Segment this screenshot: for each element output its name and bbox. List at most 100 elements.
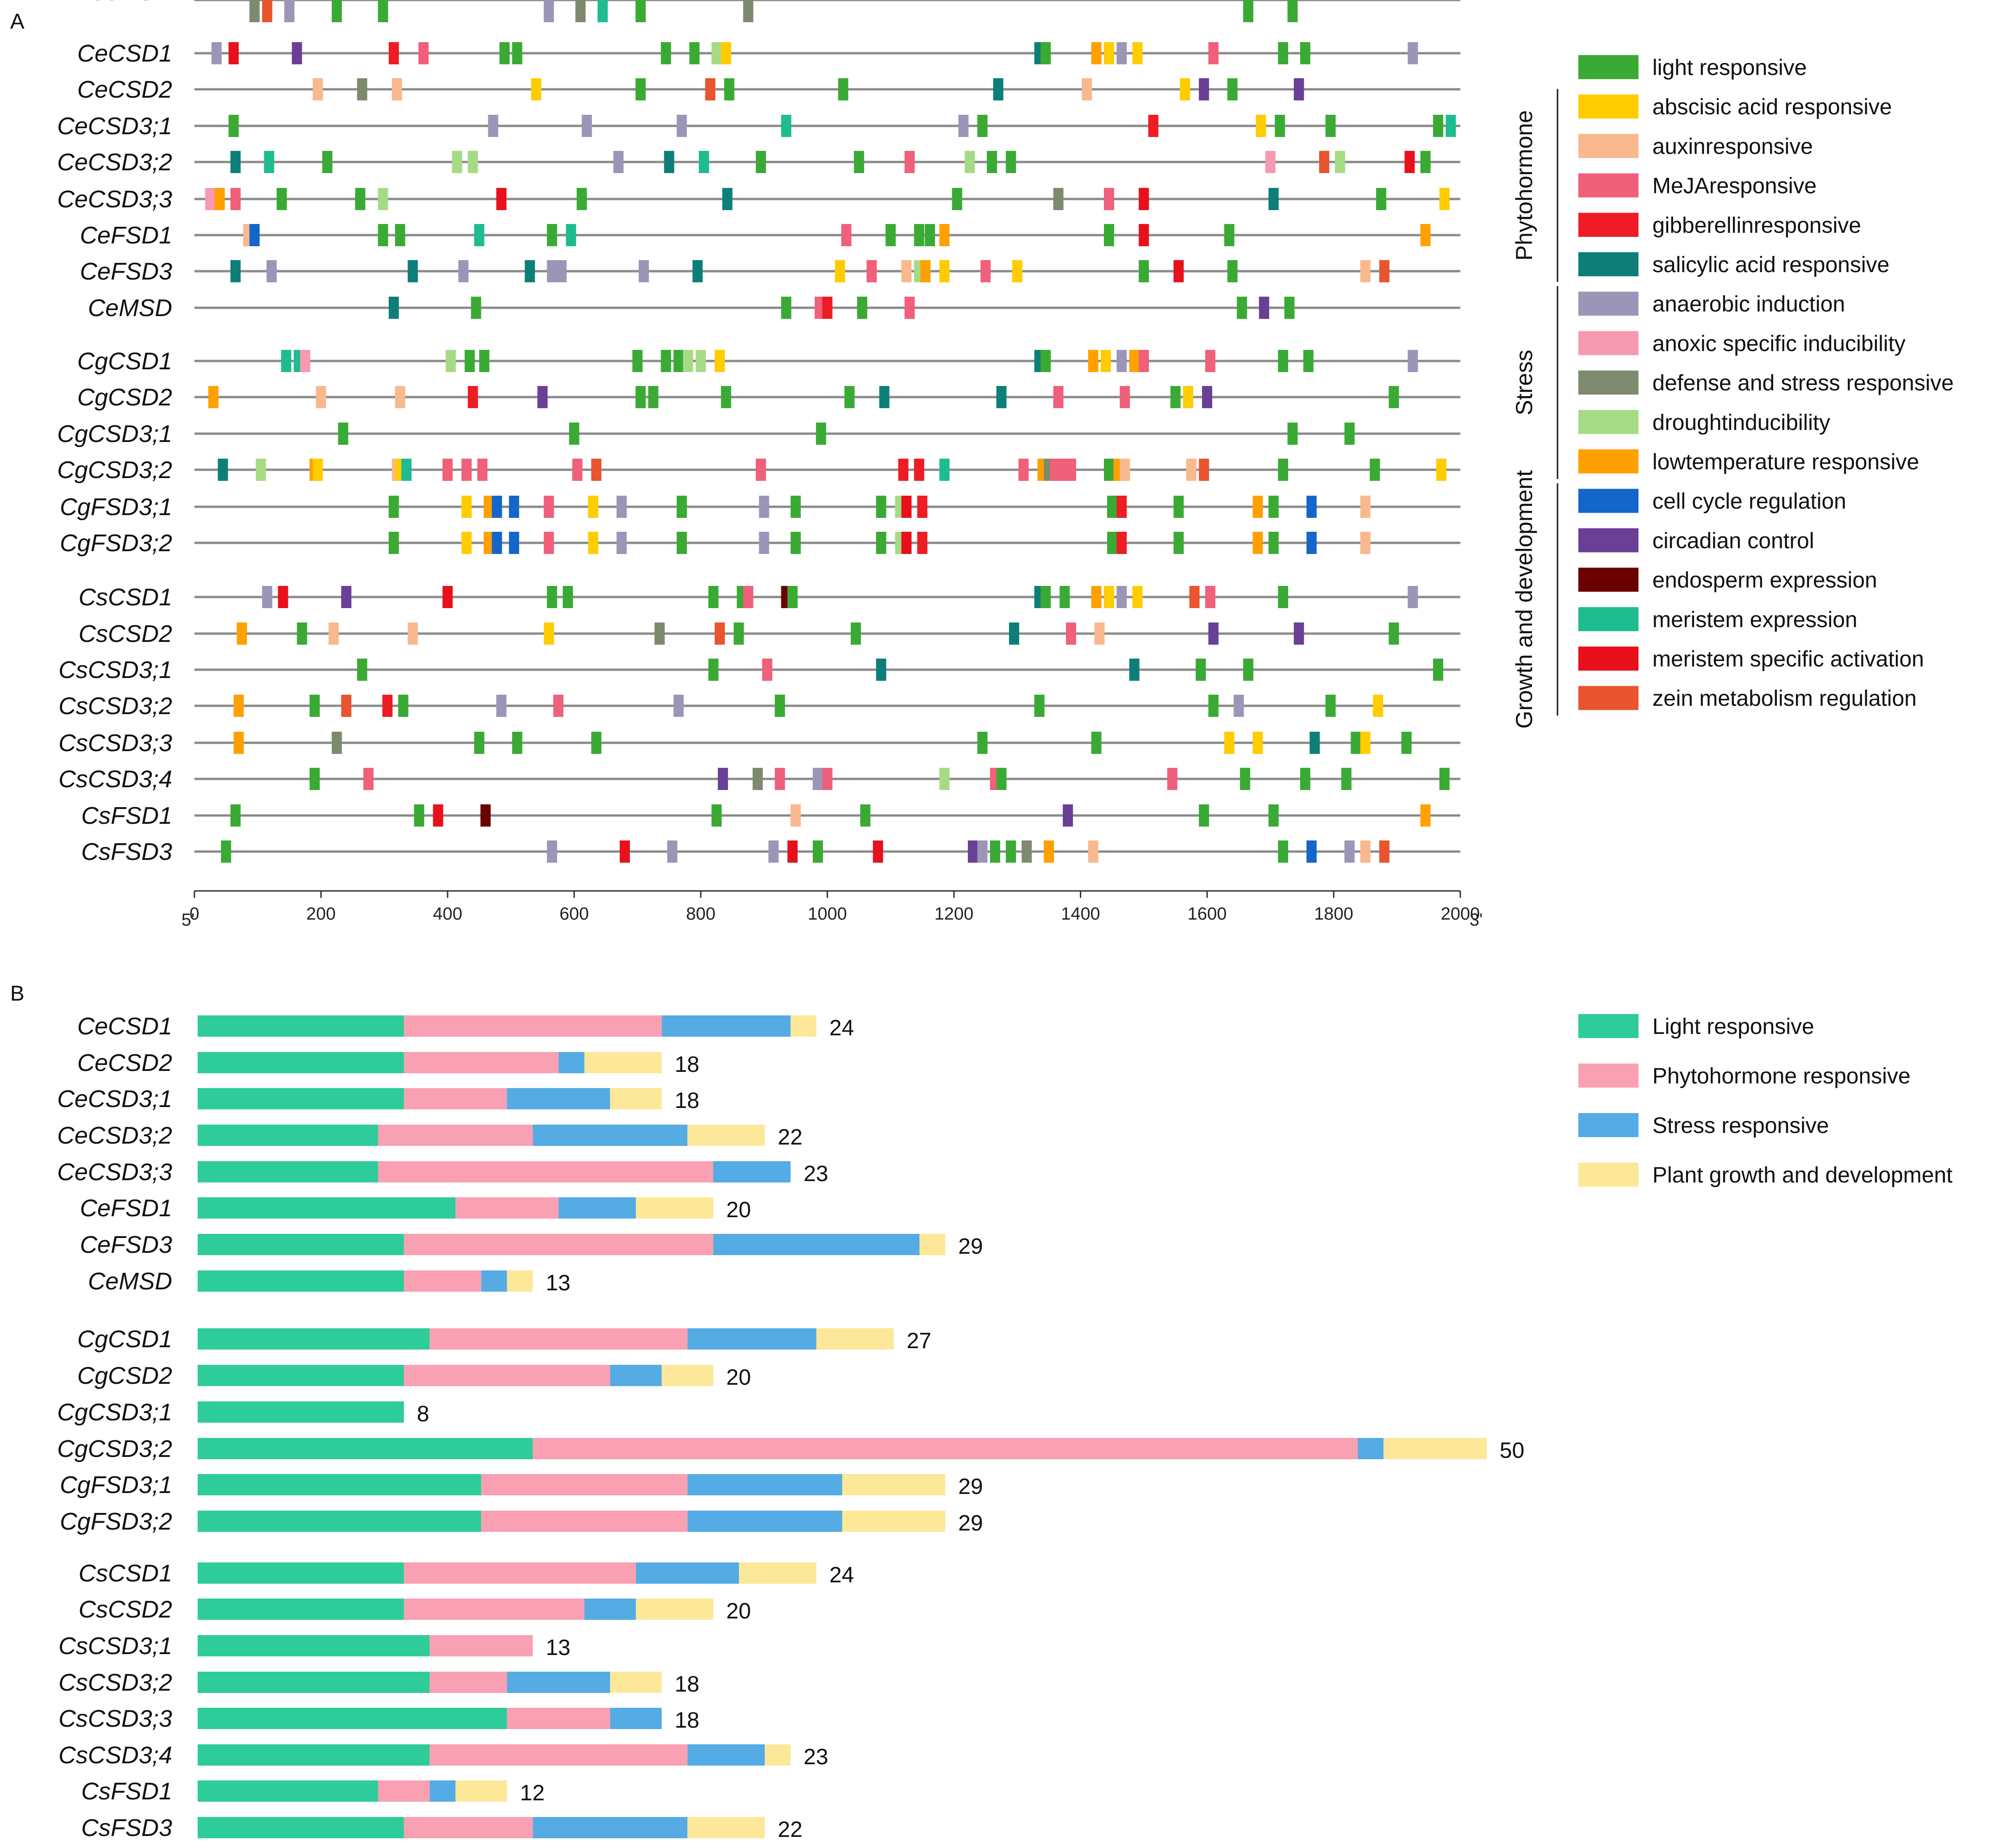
element-cgcsd3-2-26 bbox=[1199, 459, 1209, 481]
element-cgcsd3-1-3 bbox=[1287, 423, 1298, 445]
element-cgcsd1-6 bbox=[632, 350, 643, 372]
element-cgcsd2-11 bbox=[1053, 386, 1064, 408]
element-cscsd1-5 bbox=[562, 586, 573, 608]
element-csfsd3-16 bbox=[1306, 840, 1317, 863]
x-tick-label-200: 200 bbox=[306, 904, 336, 924]
element-cgcsd3-2-16 bbox=[1018, 459, 1029, 481]
element-cgcsd2-12 bbox=[1120, 386, 1130, 408]
legend-swatch-mejaresponsive bbox=[1578, 173, 1638, 198]
bar-cecsd3-2-phytohormone-responsive bbox=[378, 1125, 533, 1146]
element-cecsd3-2-11 bbox=[965, 151, 975, 173]
element-cefsd3-19 bbox=[1227, 260, 1238, 282]
element-cscsd1-15 bbox=[1104, 586, 1115, 608]
bar-cemsd-phytohormone-responsive bbox=[404, 1270, 481, 1292]
element-cecsd2-13 bbox=[1294, 78, 1304, 100]
element-cecsd3-3-6 bbox=[496, 188, 507, 210]
bar-cscsd3-3-phytohormone-responsive bbox=[507, 1708, 611, 1729]
bar-cscsd2-stress-responsive bbox=[584, 1599, 636, 1620]
gene-structure-lines: CeCSD1 CeCSD2 CeCSD3;1 CeCSD3;2 CeCSD3;3 CeFS… bbox=[57, 0, 1460, 865]
element-cscsd3-2-4 bbox=[398, 695, 409, 717]
element-cefsd1-5 bbox=[547, 224, 557, 246]
legend-swatch-droughtinducibility bbox=[1578, 410, 1638, 434]
element-cecsd3-3-1 bbox=[214, 188, 225, 210]
legend-swatch-defense-and-stress-responsive bbox=[1578, 370, 1638, 395]
bar-gene-label-cecsd3-1: CeCSD3;1 bbox=[57, 1086, 172, 1113]
gene-label-cecsd1: CeCSD1 bbox=[77, 40, 172, 67]
element-cecsd2-10 bbox=[1180, 78, 1190, 100]
element-cscsd2-14 bbox=[1389, 622, 1399, 645]
gene-label-cecsd3-3: CeCSD3;3 bbox=[57, 186, 172, 213]
element-cgfsd3-2-8 bbox=[676, 532, 687, 554]
element-cefsd3-16 bbox=[1012, 260, 1022, 282]
element-cscsd3-2-13 bbox=[1373, 695, 1383, 717]
element-cscsd3-2-10 bbox=[1208, 695, 1219, 717]
element-cefsd1-11 bbox=[939, 224, 950, 246]
bar-cscsd3-3-light-responsive bbox=[198, 1708, 507, 1729]
element-cgcsd2-6 bbox=[648, 386, 659, 408]
element-cgcsd1-21 bbox=[1303, 350, 1314, 372]
element-cefsd1-9 bbox=[914, 224, 924, 246]
element-cemsd-0 bbox=[388, 297, 399, 319]
element-cecsd3-3-5 bbox=[378, 188, 388, 210]
series-swatch-phytohormone-responsive bbox=[1578, 1064, 1638, 1088]
element-cgfsd3-2-17 bbox=[1173, 532, 1184, 554]
legend-label-light-responsive: light responsive bbox=[1652, 56, 1807, 80]
element-cgcsd2-1 bbox=[316, 386, 326, 408]
element-csfsd1-10 bbox=[1420, 804, 1431, 827]
bar-cecsd3-2-light-responsive bbox=[198, 1125, 378, 1146]
element-cgcsd3-2-12 bbox=[755, 459, 766, 481]
x-tick-label-0: 0 bbox=[189, 904, 199, 924]
element-csfsd3-12 bbox=[1022, 840, 1032, 863]
element-cgcsd1-9 bbox=[683, 350, 693, 372]
element-cgfsd3-1-20 bbox=[1306, 496, 1317, 518]
element-csfsd3-2 bbox=[619, 840, 630, 863]
bar-total-cgcsd3-1: 8 bbox=[417, 1402, 430, 1426]
element-cscsd3-1-1 bbox=[708, 659, 719, 681]
gene-label-cscsd1: CsCSD1 bbox=[79, 584, 172, 611]
bar-cscsd3-4-plant-growth-and-development bbox=[765, 1744, 791, 1766]
legend-group-stress: Stress bbox=[1511, 350, 1537, 416]
bar-gene-label-cscsd3-1: CsCSD3;1 bbox=[58, 1633, 172, 1660]
element-csfsd1-5 bbox=[791, 804, 801, 827]
element-cgcsd3-2-1 bbox=[255, 459, 266, 481]
element-cgcsd3-2-25 bbox=[1186, 459, 1196, 481]
element-cecsd1-3 bbox=[388, 42, 399, 64]
element-cecsd3-2-18 bbox=[1420, 151, 1431, 173]
element-cscsd3-3-1 bbox=[331, 732, 342, 754]
element-cgcsd1-4 bbox=[464, 350, 475, 372]
element-csfsd3-14 bbox=[1088, 840, 1098, 863]
bar-cscsd3-4-light-responsive bbox=[198, 1744, 430, 1766]
element-cgcsd3-2-14 bbox=[914, 459, 924, 481]
element-cscsd3-3-6 bbox=[1091, 732, 1102, 754]
element-cgfsd3-2-15 bbox=[1107, 532, 1117, 554]
bar-cgcsd3-2-plant-growth-and-development bbox=[1383, 1438, 1487, 1459]
element-cgcsd2-4 bbox=[537, 386, 548, 408]
bar-gene-label-cscsd1: CsCSD1 bbox=[79, 1560, 172, 1587]
bar-cecsd3-1-plant-growth-and-development bbox=[610, 1088, 662, 1109]
element-csfsd3-19 bbox=[1379, 840, 1389, 863]
element-cgfsd3-1-4 bbox=[509, 496, 519, 518]
bar-cecsd2-stress-responsive bbox=[558, 1052, 585, 1073]
bar-cefsd3-phytohormone-responsive bbox=[404, 1234, 713, 1255]
element-cecsd3-2-16 bbox=[1335, 151, 1346, 173]
element-cscsd1-13 bbox=[1059, 586, 1070, 608]
legend-swatch-anoxic-specific-inducibility bbox=[1578, 331, 1638, 355]
element-csfsd3-15 bbox=[1278, 840, 1289, 863]
element-cscsd3-3-7 bbox=[1224, 732, 1234, 754]
element-cscsd1-14 bbox=[1091, 586, 1102, 608]
element-cscsd3-3-8 bbox=[1252, 732, 1263, 754]
element-cefsd1-12 bbox=[1104, 224, 1115, 246]
legend-label-meristem-expression: meristem expression bbox=[1652, 608, 1857, 632]
gene-label-cecsd2: CeCSD2 bbox=[77, 76, 172, 103]
element-cgfsd3-2-7 bbox=[617, 532, 627, 554]
element-cefsd1-1 bbox=[249, 224, 260, 246]
bar-cemsd-plant-growth-and-development bbox=[507, 1270, 533, 1292]
element-cecsd1-20 bbox=[1408, 42, 1418, 64]
bar-cgcsd2-plant-growth-and-development bbox=[661, 1365, 713, 1386]
bar-cecsd3-2-plant-growth-and-development bbox=[687, 1125, 765, 1146]
element-cgcsd3-2-7 bbox=[442, 459, 453, 481]
element-cefsd3-18 bbox=[1173, 260, 1184, 282]
element-cgfsd3-2-13 bbox=[901, 532, 912, 554]
element-csfsd1-0 bbox=[230, 804, 241, 827]
element-cscsd3-1-6 bbox=[1243, 659, 1253, 681]
